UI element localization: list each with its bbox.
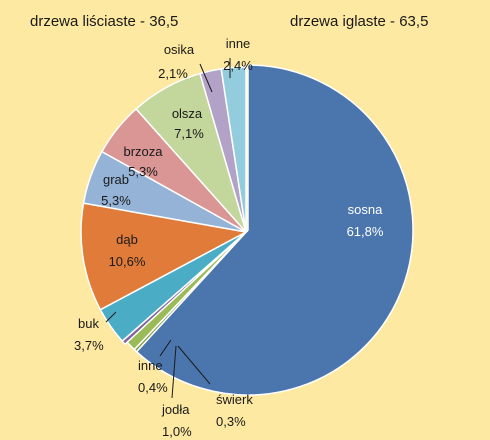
pie-slice-5	[80, 202, 249, 311]
group-label-deciduous: drzewa liściaste - 36,5	[30, 13, 178, 30]
slice-label-3: inne 0,4%	[138, 358, 168, 395]
slice-label-7: brzoza 5,3%	[123, 144, 163, 179]
group-label-coniferous: drzewa iglaste - 63,5	[290, 13, 428, 30]
leader-line-2	[171, 345, 177, 399]
leader-line-9	[199, 63, 213, 93]
pie-slices	[80, 64, 414, 396]
slice-label-0: sosna 61,8%	[347, 202, 384, 239]
slice-label-8: olsza 7,1%	[172, 106, 204, 141]
slice-labels: sosna 61,8% świerk 0,3% jodła 1,0% inne 0,4% buk…	[74, 36, 384, 439]
leader-line-4	[105, 311, 117, 323]
leader-line-1	[177, 345, 211, 385]
pie-slice-0	[135, 64, 414, 396]
slice-label-9: osika 2,1%	[158, 42, 195, 81]
slice-label-2: jodła 1,0%	[161, 402, 192, 439]
slice-label-6: grab 5,3%	[101, 172, 131, 208]
slice-label-4: buk 3,7%	[74, 316, 104, 353]
slice-label-10: inne 2,4%	[223, 36, 253, 73]
leader-lines	[105, 58, 231, 399]
leader-line-3	[159, 339, 172, 357]
slice-label-5: dąb 10,6%	[109, 232, 146, 269]
slice-label-1: świerk 0,3%	[216, 392, 253, 429]
pie-slice-10	[220, 66, 247, 233]
